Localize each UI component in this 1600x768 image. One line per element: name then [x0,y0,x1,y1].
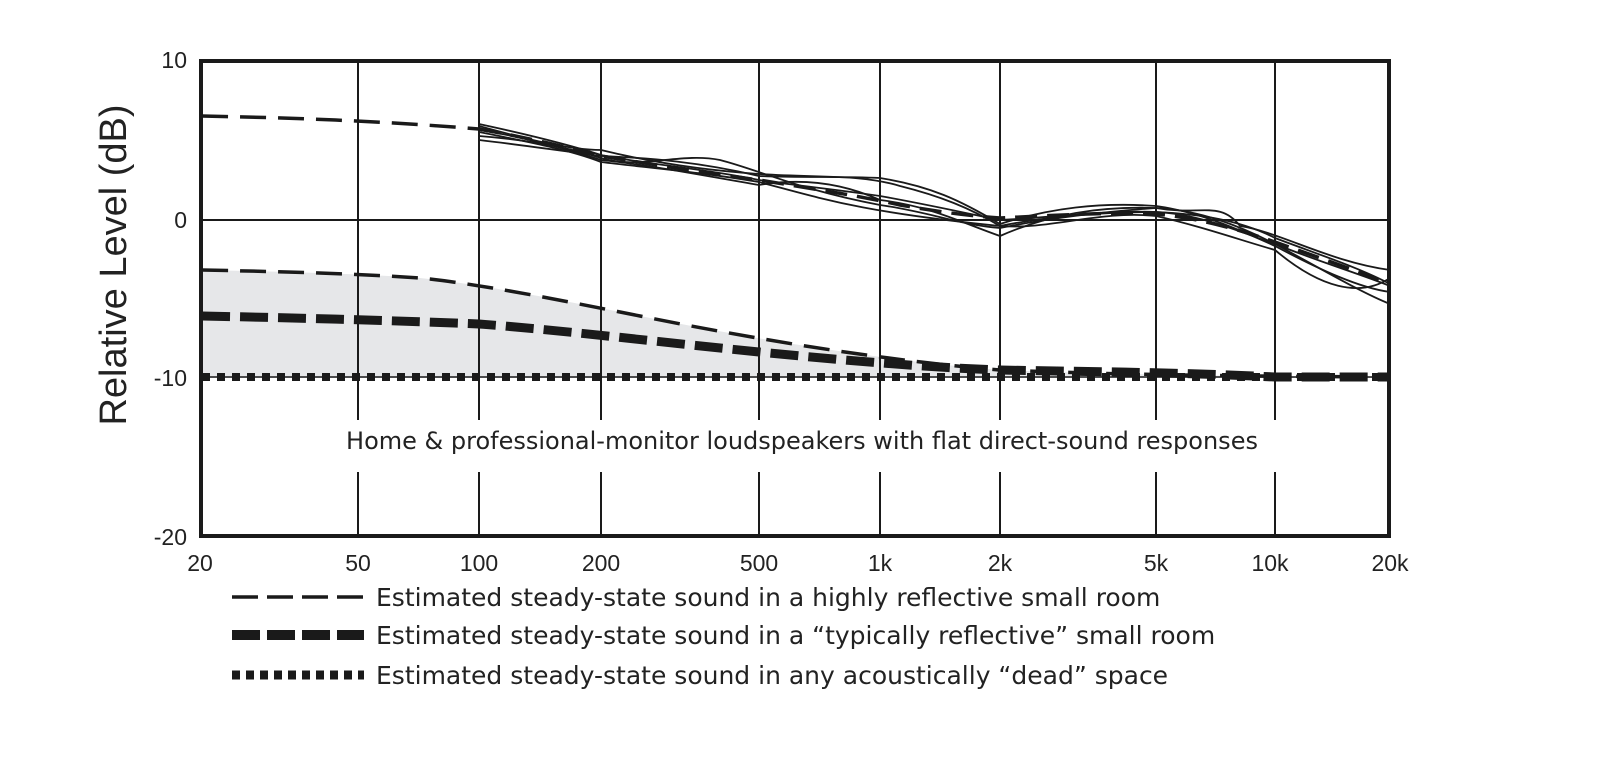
svg-text:200: 200 [582,550,620,576]
svg-text:20k: 20k [1371,550,1409,576]
svg-text:1k: 1k [868,550,893,576]
series-measured-mean-dashed [478,127,1391,286]
svg-text:5k: 5k [1144,550,1169,576]
svg-text:500: 500 [740,550,778,576]
svg-text:2k: 2k [988,550,1013,576]
svg-text:-10: -10 [154,365,187,391]
series-measured-responses [478,123,1391,305]
legend-label-highly-reflective: Estimated steady-state sound in a highly… [376,583,1160,612]
shaded-region [202,270,1388,378]
x-axis-ticks: 20 50 100 200 500 1k 2k 5k 10k 20k [187,550,1409,576]
svg-text:20: 20 [187,550,213,576]
legend-label-typically-reflective: Estimated steady-state sound in a “typic… [376,621,1215,650]
legend-label-dead-space: Estimated steady-state sound in any acou… [376,661,1168,690]
svg-text:10k: 10k [1251,550,1289,576]
svg-text:50: 50 [345,550,371,576]
y-axis-ticks: 10 0 -10 -20 [154,47,187,550]
svg-text:100: 100 [460,550,498,576]
legend: Estimated steady-state sound in a highly… [232,583,1215,690]
series-typically-reflective [201,311,1388,382]
plot-frame [199,59,1391,538]
y-axis-label: Relative Level (dB) [93,104,135,425]
chart-annotation: Home & professional-monitor loudspeakers… [346,427,1258,455]
series-upper-dashed [201,114,480,131]
svg-text:10: 10 [161,47,187,73]
svg-text:0: 0 [174,207,187,233]
svg-text:-20: -20 [154,524,187,550]
